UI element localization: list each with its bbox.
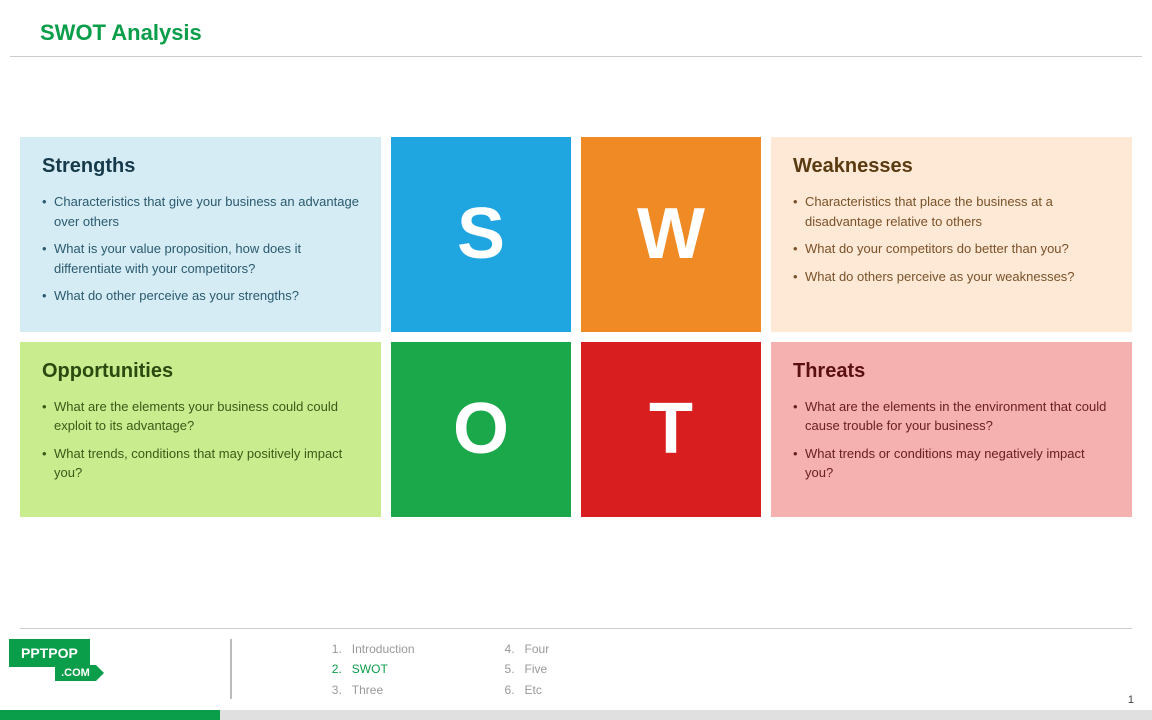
swot-grid: Strengths Characteristics that give your… [0,57,1152,537]
bullet: What are the elements in the environment… [793,397,1110,436]
bottom-bar-gray [220,710,1152,720]
bullet: Characteristics that give your business … [42,192,359,231]
bullet: What do others perceive as your weakness… [793,267,1110,287]
bullet: What do your competitors do better than … [793,239,1110,259]
footer-item: 3.Three [332,680,415,700]
bullet: What is your value proposition, how does… [42,239,359,278]
logo-main: PPTPOP [21,645,78,661]
weaknesses-bullets: Characteristics that place the business … [793,192,1110,286]
bottom-bar-accent [0,710,220,720]
bullet: What do other perceive as your strengths… [42,286,359,306]
bullet: Characteristics that place the business … [793,192,1110,231]
bullet: What trends, conditions that may positiv… [42,444,359,483]
footer-item: 5.Five [505,659,550,679]
footer-item-active: 2.SWOT [332,659,415,679]
strengths-bullets: Characteristics that give your business … [42,192,359,306]
bullet: What trends or conditions may negatively… [793,444,1110,483]
o-letter-block: O [391,342,571,518]
bullet: What are the elements your business coul… [42,397,359,436]
strengths-title: Strengths [42,155,359,178]
logo-sub: .COM [55,665,96,681]
t-letter-block: T [581,342,761,518]
header: SWOT Analysis [10,0,1142,57]
footer-item: 1.Introduction [332,639,415,659]
s-letter-block: S [391,137,571,332]
footer-divider [20,628,1132,629]
vertical-divider [230,639,232,699]
opportunities-bullets: What are the elements your business coul… [42,397,359,483]
w-letter-block: W [581,137,761,332]
page-number: 1 [1128,694,1134,706]
threats-panel: Threats What are the elements in the env… [771,342,1132,518]
footer-nav: 1.Introduction 2.SWOT 3.Three 4.Four 5.F… [332,639,549,700]
footer-item: 4.Four [505,639,550,659]
threats-bullets: What are the elements in the environment… [793,397,1110,483]
threats-title: Threats [793,360,1110,383]
page-title: SWOT Analysis [40,20,1112,46]
footer-list-a: 1.Introduction 2.SWOT 3.Three [332,639,415,700]
bottom-bar [0,710,1152,720]
footer: PPTPOP .COM 1.Introduction 2.SWOT 3.Thre… [0,628,1152,700]
strengths-panel: Strengths Characteristics that give your… [20,137,381,332]
weaknesses-panel: Weaknesses Characteristics that place th… [771,137,1132,332]
footer-item: 6.Etc [505,680,550,700]
opportunities-title: Opportunities [42,360,359,383]
weaknesses-title: Weaknesses [793,155,1110,178]
opportunities-panel: Opportunities What are the elements your… [20,342,381,518]
logo-badge: PPTPOP .COM [9,639,90,667]
footer-list-b: 4.Four 5.Five 6.Etc [505,639,550,700]
